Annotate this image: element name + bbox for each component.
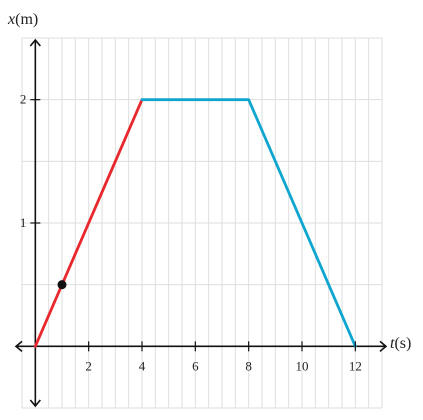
x-tick-label: 12 xyxy=(349,358,362,373)
axis-labels: x(m) t(s) xyxy=(7,11,411,352)
y-axis-arrow-down xyxy=(29,399,41,408)
x-axis-label: t(s) xyxy=(390,335,411,352)
x-tick-label: 2 xyxy=(85,358,92,373)
x-tick-label: 8 xyxy=(245,358,252,373)
y-tick-label: 2 xyxy=(20,92,27,107)
x-axis-arrow-right xyxy=(379,340,388,352)
series-line-2 xyxy=(140,98,357,348)
series xyxy=(33,98,357,348)
x-tick-label: 4 xyxy=(139,358,146,373)
data-point xyxy=(57,280,67,290)
y-tick-label: 1 xyxy=(20,215,27,230)
series-line-1 xyxy=(33,98,144,348)
y-axis-label: x(m) xyxy=(7,11,38,28)
x-axis-arrow-left xyxy=(14,340,23,352)
x-tick-label: 10 xyxy=(296,358,309,373)
x-tick-label: 6 xyxy=(192,358,199,373)
y-axis-arrow-up xyxy=(29,38,41,47)
grid xyxy=(21,37,383,409)
